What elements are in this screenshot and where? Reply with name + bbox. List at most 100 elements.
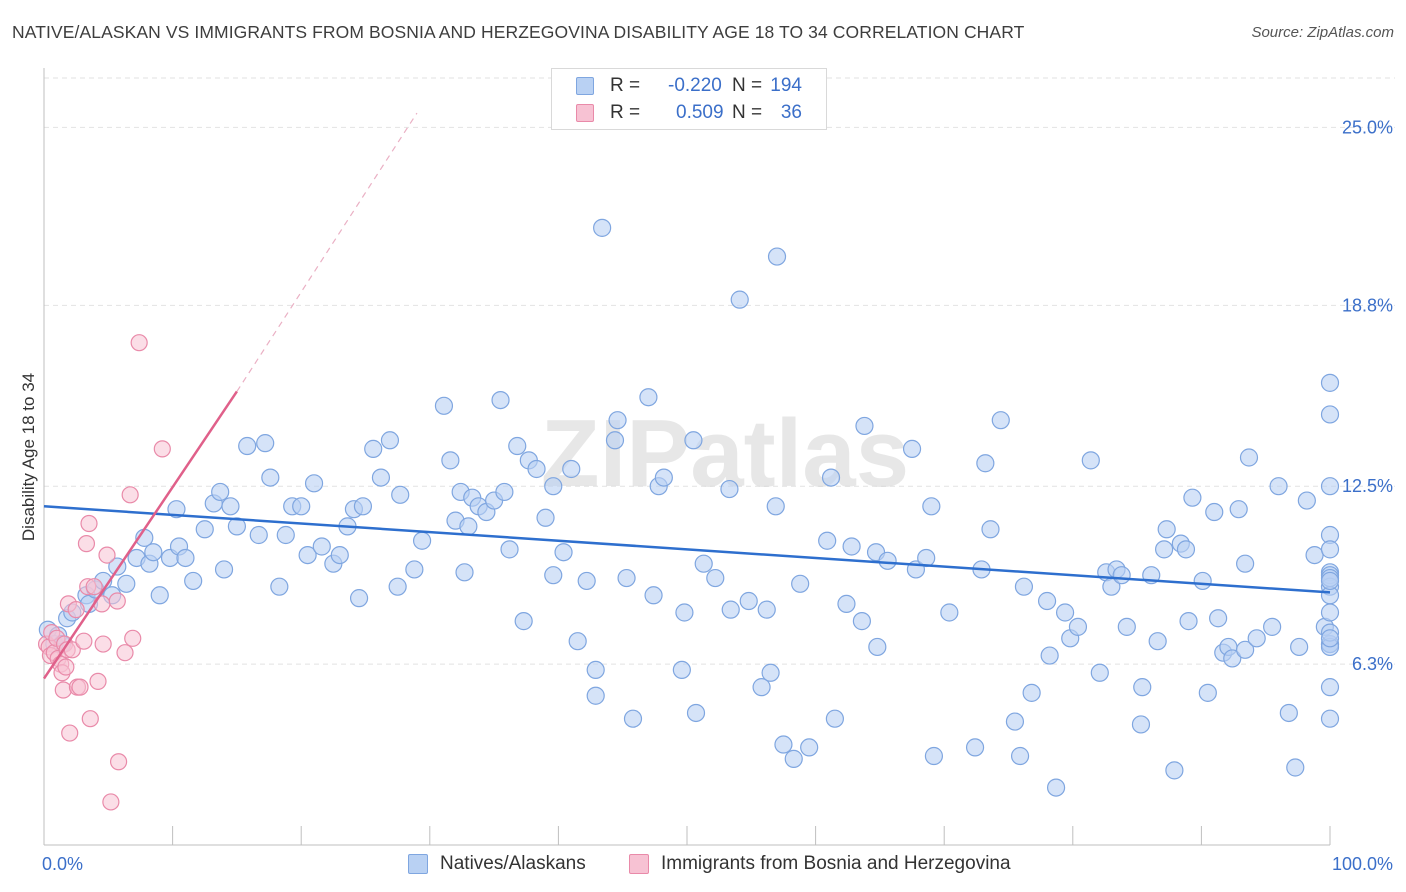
data-point-natives <box>412 531 432 550</box>
data-point-natives <box>304 474 324 493</box>
data-point-natives <box>256 434 275 453</box>
data-point-natives <box>1229 500 1248 519</box>
data-point-natives <box>694 554 713 573</box>
data-point-natives <box>730 290 749 309</box>
data-point-bosnia <box>130 334 148 352</box>
bottom-legend-label: Immigrants from Bosnia and Herzegovina <box>661 853 1011 874</box>
data-point-natives <box>388 577 407 596</box>
data-point-natives <box>586 660 605 680</box>
data-point-natives <box>221 497 240 516</box>
data-point-natives <box>821 468 841 487</box>
data-point-natives <box>167 500 186 519</box>
legend-r-value: 0.509 <box>676 102 724 123</box>
data-point-bosnia <box>89 672 107 690</box>
data-point-natives <box>353 497 373 516</box>
data-point-bosnia <box>61 724 79 742</box>
data-point-bosnia <box>116 644 134 662</box>
data-point-natives <box>644 586 663 605</box>
data-point-natives <box>1183 488 1202 507</box>
trendline-bosnia <box>42 390 238 680</box>
data-point-natives <box>1320 603 1340 622</box>
data-point-natives <box>211 482 230 502</box>
data-point-natives <box>1176 540 1196 559</box>
data-point-natives <box>1112 566 1131 585</box>
data-point-natives <box>684 431 703 450</box>
x-tick-label: 100.0% <box>1332 854 1393 874</box>
data-point-natives <box>976 454 995 473</box>
data-point-natives <box>852 612 871 631</box>
data-point-natives <box>1133 678 1152 697</box>
data-point-natives <box>1239 448 1259 467</box>
data-point-bosnia <box>80 514 98 533</box>
data-point-natives <box>349 589 369 608</box>
data-point-natives <box>441 451 460 470</box>
data-point-natives <box>1205 502 1224 522</box>
data-point-bosnia <box>93 595 111 613</box>
data-point-natives <box>312 537 331 556</box>
data-point-natives <box>720 479 739 499</box>
data-point-bosnia <box>124 629 142 647</box>
data-point-natives <box>1117 617 1136 636</box>
data-point-natives <box>965 738 985 757</box>
data-point-natives <box>1193 571 1212 591</box>
data-point-natives <box>491 390 510 410</box>
data-point-bosnia <box>75 632 93 650</box>
data-point-natives <box>639 388 658 407</box>
data-point-natives <box>562 459 581 479</box>
trendline-natives <box>43 505 1331 594</box>
data-point-bosnia <box>57 658 75 676</box>
data-point-bosnia <box>121 486 139 504</box>
data-point-natives <box>757 600 776 619</box>
data-point-natives <box>292 497 311 516</box>
data-point-natives <box>1068 617 1088 636</box>
data-point-natives <box>1290 637 1309 657</box>
data-point-natives <box>672 660 691 680</box>
data-point-bosnia <box>108 592 126 610</box>
data-point-natives <box>1148 632 1167 651</box>
data-point-natives <box>1320 678 1340 697</box>
data-point-natives <box>586 686 605 705</box>
x-tick-label: 0.0% <box>42 854 83 874</box>
data-point-natives <box>617 568 636 588</box>
data-point-natives <box>766 497 785 516</box>
data-point-natives <box>837 594 856 613</box>
data-point-natives <box>227 517 246 536</box>
data-point-natives <box>1247 629 1266 648</box>
data-point-natives <box>1320 540 1340 559</box>
data-point-natives <box>577 571 596 591</box>
data-point-natives <box>654 468 673 487</box>
data-point-natives <box>568 632 587 651</box>
data-point-natives <box>1320 373 1340 392</box>
data-point-natives <box>554 543 573 562</box>
data-point-bosnia <box>102 793 120 811</box>
data-point-natives <box>752 678 771 697</box>
data-point-bosnia <box>54 681 72 699</box>
data-point-natives <box>1165 761 1184 780</box>
data-point-natives <box>774 735 793 754</box>
trendline-bosnia-extension <box>236 112 418 392</box>
data-point-natives <box>1223 649 1242 668</box>
data-point-natives <box>1022 683 1041 702</box>
data-point-natives <box>902 439 922 458</box>
legend-swatch-blue <box>576 77 594 95</box>
data-point-natives <box>1014 577 1034 596</box>
legend-r-value: -0.220 <box>668 75 722 96</box>
data-point-natives <box>544 477 563 496</box>
data-point-natives <box>1320 571 1340 591</box>
data-point-natives <box>536 508 555 527</box>
data-point-natives <box>991 411 1010 430</box>
legend-n-label: N = <box>732 75 763 96</box>
data-point-natives <box>1320 709 1340 728</box>
data-point-natives <box>1081 451 1100 470</box>
data-point-natives <box>721 600 740 619</box>
data-point-natives <box>1131 715 1151 734</box>
data-point-natives <box>364 439 383 458</box>
legend-n-value: 194 <box>770 75 802 96</box>
data-point-natives <box>686 703 706 723</box>
data-point-natives <box>924 746 944 766</box>
data-point-natives <box>1209 609 1228 628</box>
data-point-natives <box>868 637 887 657</box>
data-point-natives <box>1055 603 1075 622</box>
data-point-bosnia <box>77 535 96 553</box>
data-point-natives <box>1236 640 1255 659</box>
